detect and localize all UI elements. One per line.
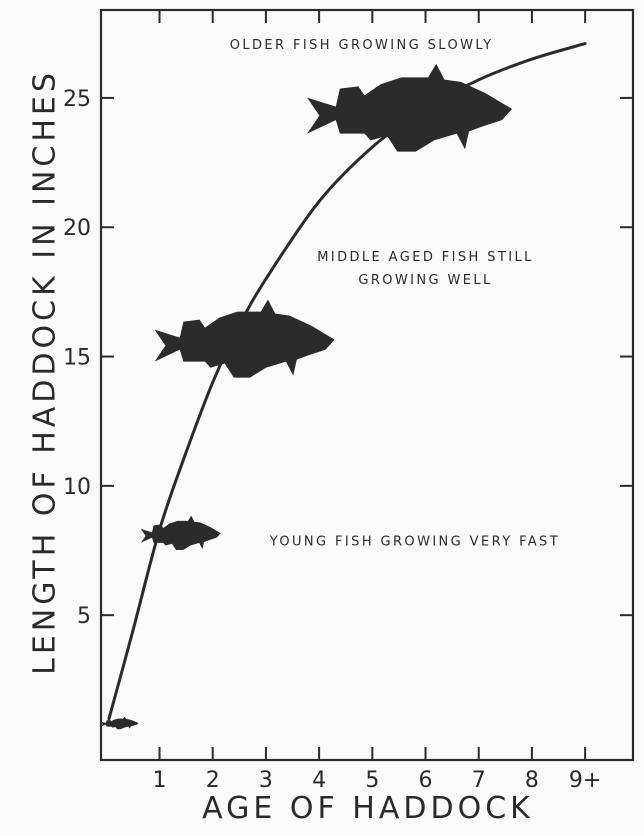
x-tick-label: 7 bbox=[472, 768, 486, 793]
annotation-text: YOUNG FISH GROWING VERY FAST bbox=[269, 534, 560, 549]
x-tick-label: 6 bbox=[419, 768, 433, 793]
axes: 1 2 3 4 5 6 7 8 9+ 5 10 15 20 25 bbox=[63, 8, 635, 793]
y-tick-label: 5 bbox=[77, 604, 91, 629]
annotations-layer: OLDER FISH GROWING SLOWLY MIDDLE AGED FIS… bbox=[230, 38, 560, 549]
growth-curve-point bbox=[370, 145, 374, 149]
growth-curve-point bbox=[317, 199, 321, 203]
fish-layer bbox=[100, 63, 513, 730]
x-tick-label: 1 bbox=[153, 768, 167, 793]
annotation-text: OLDER FISH GROWING SLOWLY bbox=[230, 38, 494, 53]
y-tick-label: 20 bbox=[63, 216, 91, 241]
haddock-medium-icon bbox=[154, 299, 335, 378]
growth-curve-point bbox=[211, 381, 215, 384]
x-tick-label: 9+ bbox=[569, 768, 601, 793]
growth-curve-point bbox=[530, 57, 534, 61]
annotation-text: MIDDLE AGED FISH STILL bbox=[317, 250, 534, 265]
x-axis-title: AGE OF HADDOCK bbox=[202, 791, 534, 826]
haddock-tiny-icon bbox=[100, 716, 139, 730]
growth-curve-point bbox=[131, 629, 135, 633]
growth-curve-point bbox=[107, 717, 111, 721]
growth-curve-point bbox=[184, 450, 188, 454]
annotation-text: GROWING WELL bbox=[358, 273, 492, 288]
growth-curve-point bbox=[477, 78, 481, 82]
y-tick-label: 15 bbox=[63, 346, 91, 371]
haddock-large-icon bbox=[307, 63, 513, 152]
x-tick-label: 3 bbox=[259, 768, 273, 793]
y-axis-title-group: LENGTH OF HADDOCK IN INCHES bbox=[28, 69, 63, 675]
y-axis-title: LENGTH OF HADDOCK IN INCHES bbox=[28, 69, 63, 675]
series-layer bbox=[107, 42, 587, 721]
x-tick-label: 4 bbox=[312, 768, 326, 793]
x-tick-label: 2 bbox=[206, 768, 220, 793]
growth-curve-line bbox=[107, 42, 587, 721]
growth-curve-point bbox=[583, 42, 587, 46]
growth-curve-point bbox=[264, 277, 268, 281]
plot-frame bbox=[99, 8, 635, 762]
x-tick-label: 8 bbox=[525, 768, 539, 793]
y-tick-label: 10 bbox=[63, 475, 91, 500]
x-tick-label: 5 bbox=[365, 768, 379, 793]
haddock-small-icon bbox=[140, 515, 221, 550]
y-tick-label: 25 bbox=[63, 87, 91, 112]
